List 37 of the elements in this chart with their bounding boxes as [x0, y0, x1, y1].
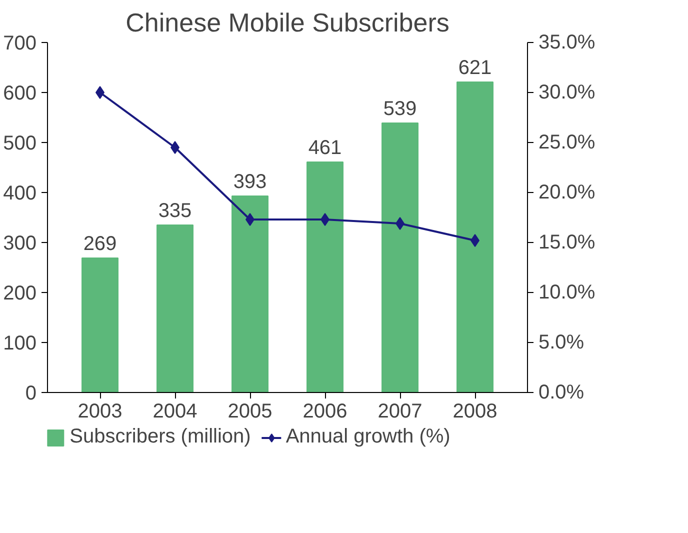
bar — [382, 122, 418, 392]
data-label: 393 — [233, 171, 267, 193]
y-tick-label: 200 — [3, 282, 37, 304]
legend-label: Annual growth (%) — [286, 426, 450, 448]
chart-title: Chinese Mobile Subscribers — [126, 8, 450, 38]
y2-tick-label: 20.0% — [538, 182, 596, 204]
y2-tick-label: 25.0% — [538, 132, 596, 154]
data-label: 461 — [308, 137, 342, 159]
y2-tick-label: 15.0% — [538, 232, 596, 254]
bar — [232, 196, 268, 392]
data-label: 335 — [158, 200, 192, 222]
y-tick-label: 400 — [3, 182, 37, 204]
data-label: 621 — [458, 57, 492, 79]
y2-tick-label: 5.0% — [538, 332, 584, 354]
legend-label: Subscribers (million) — [70, 426, 251, 448]
bar — [82, 258, 118, 392]
bar — [456, 82, 494, 392]
x-tick-label: 2008 — [452, 400, 498, 422]
y2-tick-label: 30.0% — [538, 82, 596, 104]
bar — [306, 162, 344, 392]
x-tick-label: 2003 — [78, 400, 122, 422]
y2-tick-label: 10.0% — [538, 282, 596, 304]
y-tick-label: 100 — [3, 332, 37, 354]
bar — [156, 224, 194, 392]
y-tick-label: 700 — [3, 32, 37, 54]
x-tick-label: 2007 — [378, 400, 422, 422]
y-tick-label: 300 — [3, 232, 37, 254]
y2-tick-label: 35.0% — [538, 32, 596, 54]
data-label: 539 — [383, 98, 417, 120]
y-tick-label: 0 — [25, 382, 36, 404]
y2-tick-label: 0.0% — [538, 382, 584, 404]
y-tick-label: 500 — [3, 132, 37, 154]
x-tick-label: 2004 — [152, 400, 198, 422]
x-tick-label: 2005 — [228, 400, 272, 422]
y-tick-label: 600 — [3, 82, 37, 104]
data-label: 269 — [83, 233, 117, 255]
x-tick-label: 2006 — [302, 400, 348, 422]
